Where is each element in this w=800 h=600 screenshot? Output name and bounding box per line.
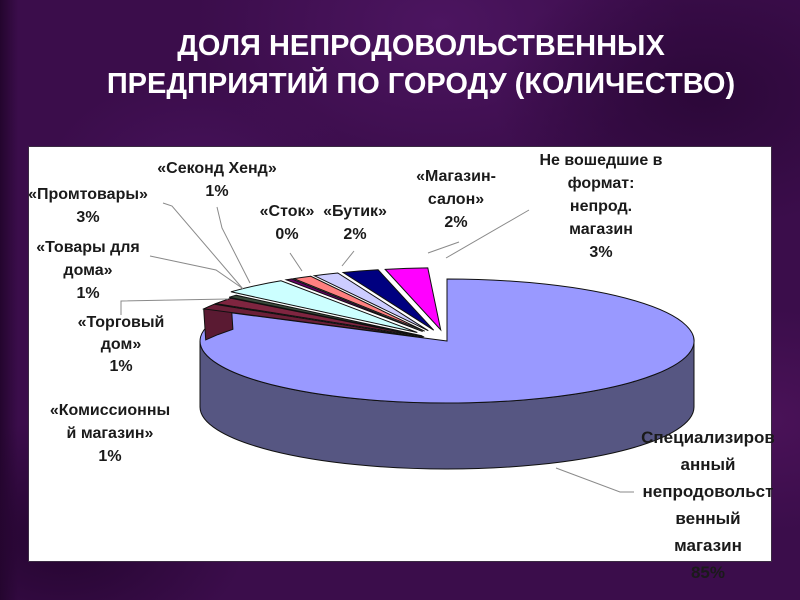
slice-label-tovary_dlya_doma-line3: 1% (76, 285, 100, 302)
slice-label-promtovary-line1: «Промтовары» (28, 186, 148, 203)
pie-slice-promtovary (230, 280, 418, 333)
slice-label-tovary_dlya_doma: «Товары для дома» 1% (36, 236, 140, 305)
slice-label-komissionny-line3: 1% (98, 448, 122, 465)
callout-line-promtovary (162, 202, 244, 290)
slice-label-butik: «Бутик» 2% (323, 200, 387, 246)
pie-slice-komissionny (201, 303, 423, 338)
callout-line-specialized (555, 467, 634, 493)
slice-label-magazin_salon-line1: «Магазин- (416, 168, 496, 185)
callout-line-torgovy_dom (120, 298, 229, 315)
slice-label-tovary_dlya_doma-line1: «Товары для (36, 239, 140, 256)
pie-slice-tovary_dlya_doma (228, 294, 423, 337)
slice-label-specialized-line3: непродовольст (642, 482, 774, 501)
slice-label-sekond_hend: «Секонд Хенд» 1% (157, 157, 276, 203)
pie-slice-promtovary (284, 278, 423, 332)
slice-label-ne_voshedshie-line2: формат: (567, 175, 635, 192)
pie-slice-sekond_hend (312, 272, 429, 332)
slice-label-torgovy_dom-line1: «Торговый (77, 314, 165, 331)
slice-label-stok-line2: 0% (275, 226, 299, 243)
slide-title-line1: ДОЛЯ НЕПРОДОВОЛЬСТВЕННЫХ (177, 30, 665, 62)
slice-label-ne_voshedshie: Не вошедшие в формат: непрод. магазин 3% (539, 149, 662, 264)
pie-slice-ne_voshedshie (432, 267, 446, 330)
slice-label-stok: «Сток» 0% (260, 200, 315, 246)
slice-label-komissionny-line1: «Комиссионны (49, 402, 171, 419)
slice-label-magazin_salon-line2: салон» (427, 191, 485, 208)
slice-label-specialized: Специализиров анный непродовольст венный маг… (641, 424, 775, 586)
callout-line-tovary_dlya_doma (149, 255, 243, 289)
slice-label-specialized-line6: 85% (690, 563, 726, 582)
slice-label-torgovy_dom-line3: 1% (109, 358, 133, 375)
slice-label-magazin_salon-line3: 2% (444, 214, 468, 231)
pie-slice-torgovy_dom (214, 297, 425, 338)
slice-label-butik-line1: «Бутик» (323, 203, 387, 220)
slice-label-promtovary-line2: 3% (76, 209, 100, 226)
slice-label-ne_voshedshie-line4: магазин (569, 221, 633, 238)
pie-slice-butik (341, 269, 435, 331)
callout-line-magazin_salon (427, 241, 460, 254)
slice-label-torgovy_dom: «Торговый дом» 1% (78, 312, 165, 378)
pie-slice-magazin_salon (384, 267, 442, 332)
slice-label-sekond_hend-line1: «Секонд Хенд» (157, 160, 277, 177)
slice-label-specialized-line1: Специализиров (641, 428, 775, 447)
slice-label-specialized-line2: анный (680, 455, 736, 474)
slice-label-tovary_dlya_doma-line2: дома» (63, 262, 113, 279)
slice-label-stok-line1: «Сток» (259, 203, 315, 220)
slice-label-ne_voshedshie-line1: Не вошедшие в (539, 152, 663, 169)
slice-label-ne_voshedshie-line5: 3% (589, 244, 613, 261)
slice-label-torgovy_dom-line2: дом» (100, 336, 142, 353)
slice-label-promtovary: «Промтовары» 3% (28, 183, 148, 229)
slice-label-butik-line2: 2% (343, 226, 367, 243)
slice-label-specialized-line4: венный (675, 509, 741, 528)
callout-line-butik (341, 250, 355, 267)
slide-title: ДОЛЯ НЕПРОДОВОЛЬСТВЕННЫХ ПРЕДПРИЯТИЙ ПО … (50, 27, 792, 103)
slide-title-line2: ПРЕДПРИЯТИЙ ПО ГОРОДУ (КОЛИЧЕСТВО) (106, 68, 736, 100)
pie-slice-stok (291, 275, 425, 332)
callout-line-stok (289, 252, 303, 272)
callout-line-ne_voshedshie (445, 209, 530, 259)
callout-line-sekond_hend (216, 206, 251, 284)
slice-label-specialized-line5: магазин (674, 536, 742, 555)
slice-label-magazin_salon: «Магазин-салон» 2% (416, 165, 496, 234)
pie-slice-specialized (199, 278, 695, 404)
slice-label-komissionny: «Комиссионны й магазин» 1% (50, 399, 170, 468)
slice-label-komissionny-line2: й магазин» (66, 425, 154, 442)
slice-label-ne_voshedshie-line3: непрод. (569, 198, 633, 215)
